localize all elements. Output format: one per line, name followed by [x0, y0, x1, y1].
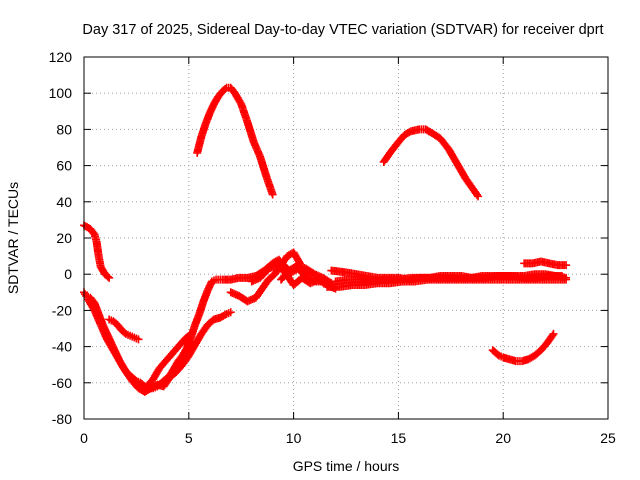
- x-tick-label: 15: [391, 430, 407, 446]
- series-arc-afternoon-flat-c: [331, 272, 566, 286]
- data-point: [549, 329, 558, 338]
- x-tick-label: 0: [80, 430, 88, 446]
- y-tick-label: -80: [52, 411, 72, 427]
- y-axis-label: SDTVAR / TECUs: [5, 182, 21, 294]
- x-tick-label: 5: [185, 430, 193, 446]
- x-tick-label: 10: [286, 430, 302, 446]
- series-arc-morning-high: [193, 83, 277, 199]
- x-tick-label: 20: [495, 430, 511, 446]
- y-tick-label: 60: [56, 158, 72, 174]
- data-point: [562, 261, 571, 270]
- data-series: [80, 83, 571, 396]
- y-tick-label: 120: [49, 49, 73, 65]
- y-tick-label: -40: [52, 339, 72, 355]
- data-point: [134, 335, 143, 344]
- y-tick-label: 20: [56, 230, 72, 246]
- data-point: [186, 329, 195, 338]
- y-tick-label: 80: [56, 121, 72, 137]
- data-point: [562, 275, 571, 284]
- data-point: [105, 273, 114, 282]
- data-point: [268, 190, 277, 199]
- series-arc-early-decay: [80, 221, 114, 282]
- data-point: [557, 272, 566, 281]
- y-tick-label: 100: [49, 85, 73, 101]
- y-tick-label: 40: [56, 194, 72, 210]
- chart-title: Day 317 of 2025, Sidereal Day-to-day VTE…: [82, 22, 603, 38]
- data-point: [548, 331, 557, 340]
- data-point: [226, 308, 235, 317]
- data-point: [103, 272, 112, 281]
- data-point: [185, 331, 194, 340]
- x-tick-label: 25: [600, 430, 616, 446]
- series-arc-short-a: [105, 315, 143, 344]
- data-point: [220, 310, 229, 319]
- y-tick-label: -60: [52, 375, 72, 391]
- data-point: [474, 192, 483, 201]
- series-arc-night-dip: [488, 329, 558, 366]
- y-tick-label: 0: [64, 266, 72, 282]
- series-arc-evening-high: [379, 125, 483, 201]
- axis-ticks: -80 -60 -40 -20 0 20 40 60 80 100 120 0 5 10 15 20 25: [49, 49, 616, 446]
- series-arc-short-b: [142, 329, 195, 391]
- y-tick-label: -20: [52, 302, 72, 318]
- series-arc-late-flat: [520, 257, 571, 270]
- series-arc-dawn-lower: [84, 295, 235, 396]
- data-point: [473, 190, 481, 199]
- x-axis-label: GPS time / hours: [293, 458, 400, 474]
